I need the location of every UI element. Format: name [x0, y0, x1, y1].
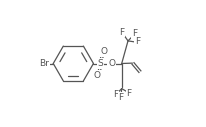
- Text: F: F: [112, 90, 118, 99]
- Text: F: F: [118, 93, 123, 102]
- Text: F: F: [131, 29, 137, 38]
- Text: O: O: [108, 59, 115, 68]
- Text: F: F: [119, 28, 124, 37]
- Text: O: O: [100, 47, 107, 56]
- Text: O: O: [94, 71, 101, 80]
- Text: S: S: [97, 59, 103, 68]
- Text: F: F: [134, 37, 139, 46]
- Text: Br: Br: [39, 59, 49, 68]
- Text: F: F: [126, 89, 131, 98]
